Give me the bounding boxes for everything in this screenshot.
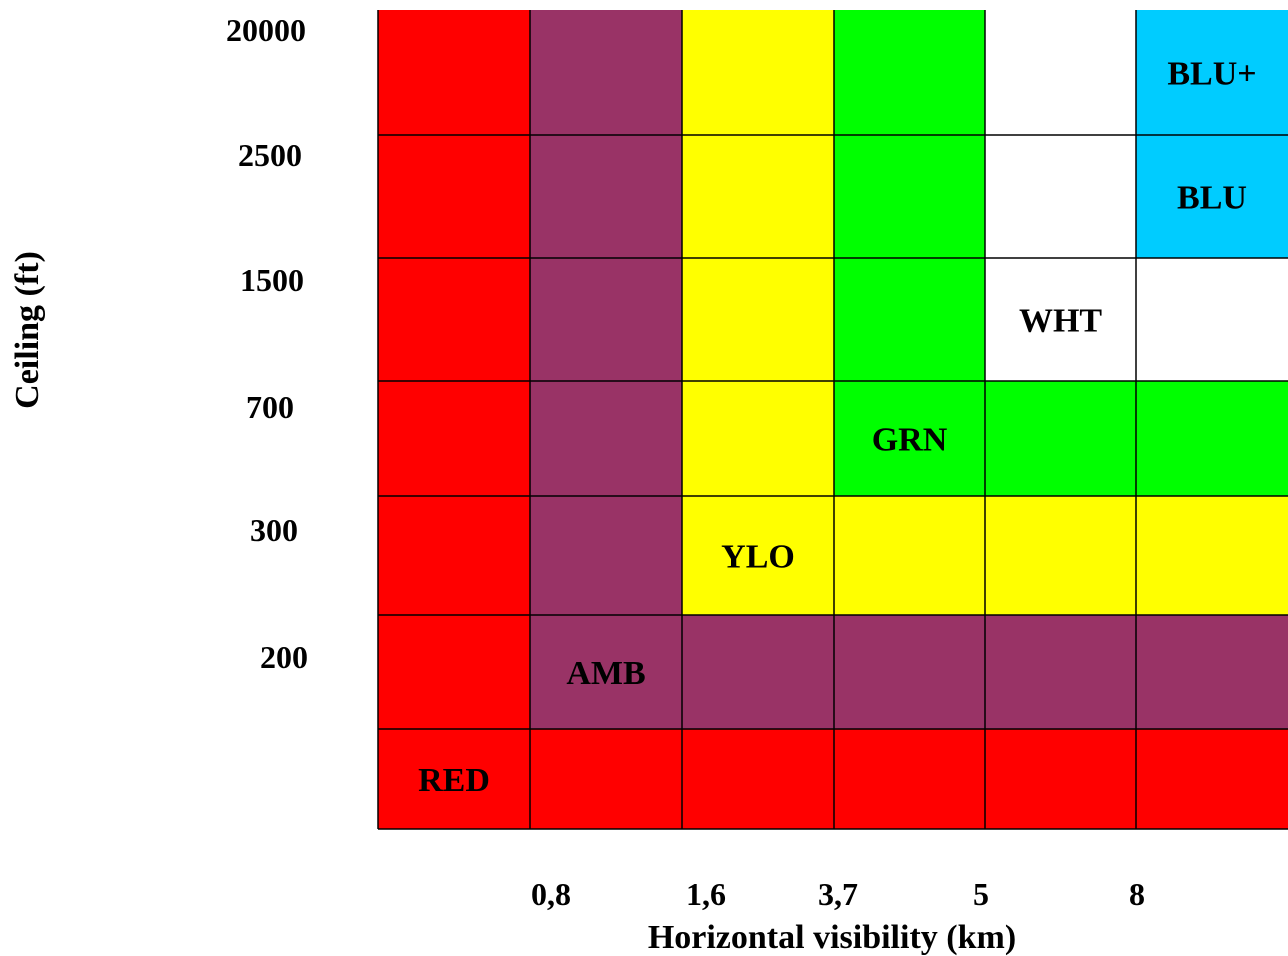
heatmap-cell — [682, 729, 834, 829]
heatmap-cell — [985, 258, 1136, 381]
heatmap-cell — [530, 381, 682, 496]
heatmap-cell — [682, 496, 834, 615]
heatmap-cell — [1136, 258, 1288, 381]
heatmap-cell — [834, 615, 985, 729]
y-tick-label: 300 — [250, 512, 298, 548]
y-tick-label: 1500 — [240, 262, 304, 298]
heatmap-cell — [834, 496, 985, 615]
heatmap-cell — [985, 496, 1136, 615]
cell-label-blu: BLU — [1177, 180, 1247, 217]
heatmap-cell — [378, 381, 530, 496]
cell-label-amb: AMB — [566, 655, 645, 692]
heatmap-cell — [1136, 10, 1288, 135]
heatmap-cell — [378, 258, 530, 381]
heatmap-cell — [530, 258, 682, 381]
heatmap-cell — [378, 496, 530, 615]
heatmap-cell — [1136, 729, 1288, 829]
heatmap-cell — [378, 615, 530, 729]
tick-labels-layer: 20000 2500 1500 700 300 200 0,8 1,6 3,7 5 8 — [226, 12, 1145, 912]
heatmap-cell — [834, 729, 985, 829]
heatmap-cell — [985, 135, 1136, 258]
y-axis-title: Ceiling (ft) — [9, 251, 46, 409]
x-tick-label: 8 — [1129, 876, 1145, 912]
y-tick-label: 2500 — [238, 137, 302, 173]
cell-label-grn: GRN — [872, 422, 948, 459]
heatmap-cell — [1136, 615, 1288, 729]
heatmap-cell — [682, 10, 834, 135]
heatmap-cell — [378, 135, 530, 258]
heatmap-cell — [985, 10, 1136, 135]
heatmap-cell — [985, 615, 1136, 729]
x-tick-label: 5 — [973, 876, 989, 912]
x-tick-label: 1,6 — [686, 876, 726, 912]
heatmap-cell — [1136, 135, 1288, 258]
x-axis-title: Horizontal visibility (km) — [648, 919, 1016, 956]
grid-layer — [377, 10, 1288, 830]
heatmap-cell — [682, 135, 834, 258]
heatmap-cell — [834, 258, 985, 381]
heatmap-cell — [985, 381, 1136, 496]
heatmap-cell — [682, 258, 834, 381]
cell-label-wht: WHT — [1019, 303, 1102, 340]
heatmap-cell — [834, 135, 985, 258]
heatmap-cell — [378, 10, 530, 135]
heatmap-cell — [682, 615, 834, 729]
heatmap-cell — [530, 496, 682, 615]
cells-layer — [378, 10, 1288, 829]
heatmap-cell — [530, 615, 682, 729]
y-tick-label: 700 — [246, 389, 294, 425]
heatmap-cell — [530, 729, 682, 829]
y-tick-label: 200 — [260, 639, 308, 675]
heatmap-cell — [985, 729, 1136, 829]
cell-label-blu-plus: BLU+ — [1167, 56, 1256, 93]
heatmap-cell — [682, 381, 834, 496]
heatmap-cell — [378, 729, 530, 829]
heatmap-cell — [1136, 496, 1288, 615]
heatmap-cell — [530, 135, 682, 258]
heatmap-cell — [530, 10, 682, 135]
heatmap-cell — [834, 10, 985, 135]
cell-labels-layer: BLU+ BLU WHT GRN YLO AMB RED — [418, 56, 1257, 800]
heatmap-cell — [1136, 381, 1288, 496]
y-tick-label: 20000 — [226, 12, 306, 48]
cell-label-ylo: YLO — [721, 539, 795, 576]
cell-label-red: RED — [418, 762, 490, 799]
x-tick-label: 3,7 — [818, 876, 858, 912]
x-tick-label: 0,8 — [531, 876, 571, 912]
heatmap-cell — [834, 381, 985, 496]
